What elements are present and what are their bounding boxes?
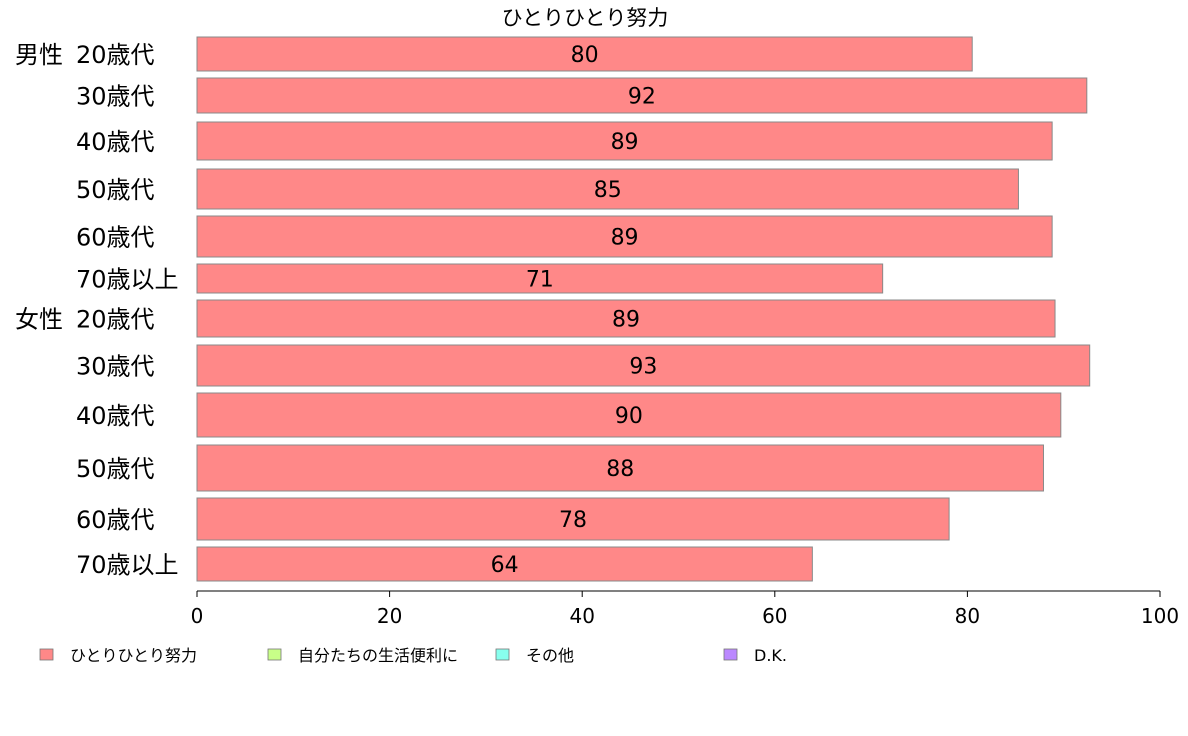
bar [196, 77, 1088, 114]
bar [196, 546, 813, 582]
legend-swatch [495, 648, 510, 661]
legend-label: その他 [526, 646, 574, 665]
category-label: 30歳代 [76, 83, 155, 111]
category-label: 50歳代 [76, 455, 155, 483]
legend-label: D.K. [754, 646, 787, 665]
category-label: 60歳代 [76, 224, 155, 252]
category-label: 40歳代 [76, 128, 155, 156]
bar [196, 36, 973, 72]
bar [196, 168, 1019, 210]
bars-layer [196, 36, 1091, 582]
bar-value-label: 64 [491, 553, 519, 578]
category-label: 70歳以上 [76, 266, 179, 294]
category-label: 60歳代 [76, 506, 155, 534]
bar [196, 444, 1044, 492]
category-label: 20歳代 [76, 41, 155, 69]
bar [196, 121, 1053, 161]
bar-value-label: 85 [594, 178, 622, 203]
bar [196, 344, 1091, 387]
category-label: 20歳代 [76, 306, 155, 334]
bar-value-label: 78 [559, 508, 587, 533]
bar [196, 392, 1062, 438]
bar-value-label: 88 [606, 457, 634, 482]
category-labels-layer: 20歳代 30歳代 40歳代 50歳代 60歳代 70歳以上 20歳代 30歳代 40歳代 50歳… [76, 41, 179, 579]
x-tick-label: 60 [762, 604, 787, 628]
x-tick-label: 0 [191, 604, 204, 628]
bar-value-label: 80 [571, 43, 599, 68]
bar-labels-layer: 80 92 89 85 89 71 89 93 90 88 78 64 [491, 43, 658, 578]
bar [196, 263, 884, 294]
bar-value-label: 89 [611, 226, 639, 251]
bar-value-label: 93 [629, 355, 657, 380]
category-label: 50歳代 [76, 176, 155, 204]
legend-label: ひとりひとり努力 [70, 646, 197, 665]
bar [196, 215, 1053, 258]
bar-value-label: 92 [628, 85, 656, 110]
category-label: 70歳以上 [76, 551, 179, 579]
x-tick-label: 100 [1141, 604, 1179, 628]
category-label: 30歳代 [76, 353, 155, 381]
x-axis: 0 20 40 60 80 100 [191, 590, 1179, 628]
category-label: 40歳代 [76, 402, 155, 430]
bar-value-label: 89 [611, 130, 639, 155]
x-tick-label: 20 [377, 604, 402, 628]
bar [196, 299, 1056, 338]
bar-value-label: 89 [612, 308, 640, 333]
chart-title: ひとりひとり努力 [502, 6, 669, 30]
bar [196, 497, 950, 541]
legend-label: 自分たちの生活便利に [298, 646, 458, 665]
legend-swatch [267, 648, 282, 661]
legend: ひとりひとり努力 自分たちの生活便利に その他 D.K. [39, 646, 787, 665]
group-label: 男性 [15, 41, 63, 69]
group-label: 女性 [15, 306, 63, 334]
x-tick-label: 80 [955, 604, 980, 628]
x-tick-label: 40 [569, 604, 594, 628]
bar-value-label: 90 [615, 404, 643, 429]
legend-swatch [723, 648, 738, 661]
legend-swatch [39, 648, 54, 661]
bar-value-label: 71 [526, 268, 554, 293]
